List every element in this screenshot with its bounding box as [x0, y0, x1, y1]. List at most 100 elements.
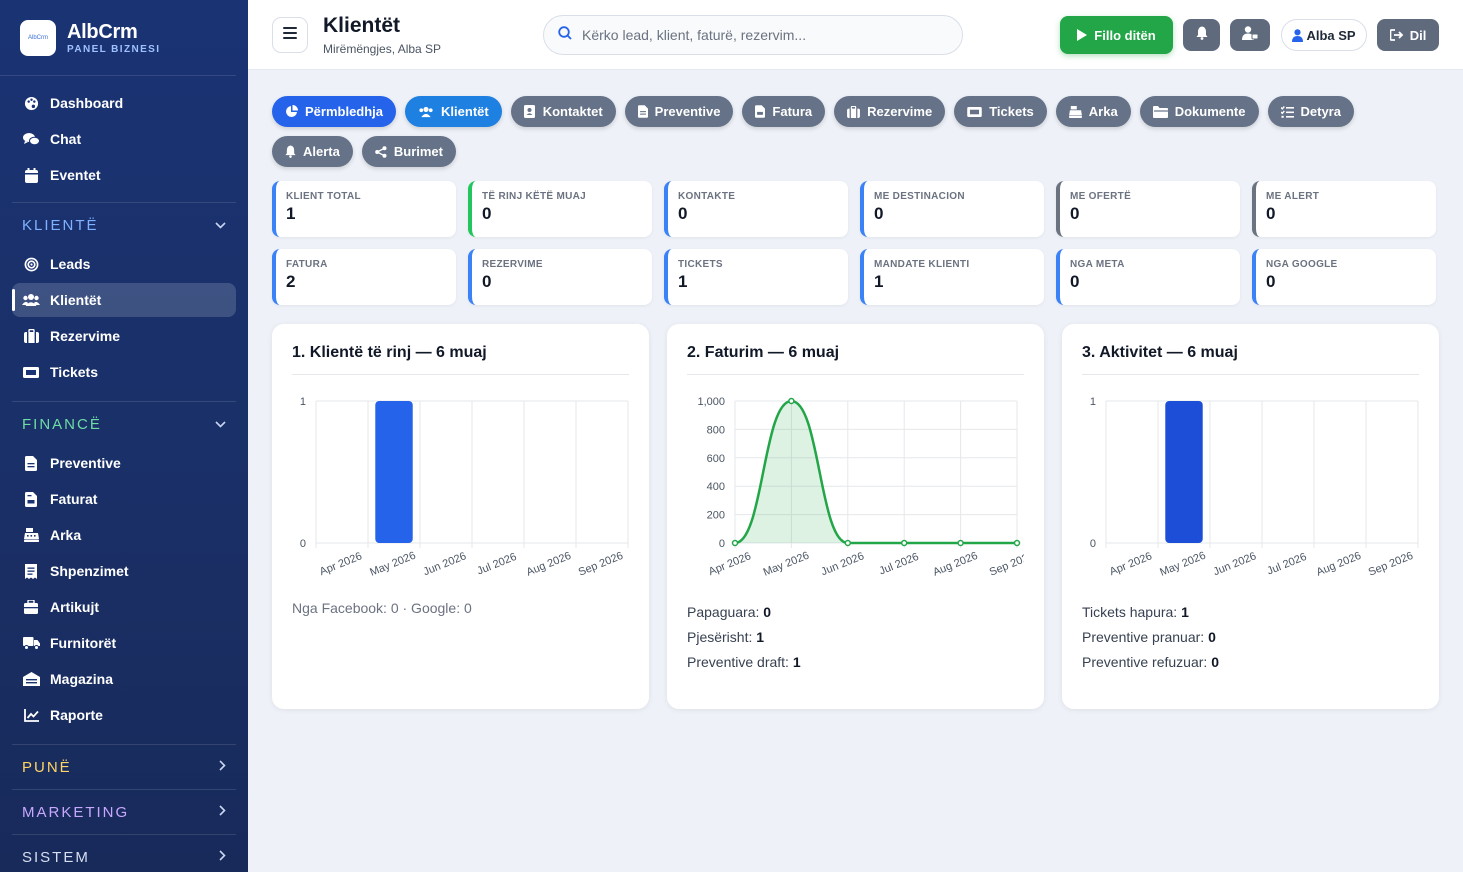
billing-chart: 0 200 400 600 800 1,000 Apr 2026 May 2026 Jun 20…: [697, 396, 1024, 579]
section-header-pune[interactable]: PUNË: [12, 745, 236, 789]
sidebar-item-tickets[interactable]: Tickets: [12, 355, 236, 389]
sidebar-item-dashboard[interactable]: Dashboard: [12, 86, 236, 120]
tab-detyra[interactable]: Detyra: [1267, 96, 1354, 127]
tab-fatura[interactable]: Fatura: [742, 96, 826, 127]
data-point: [731, 539, 739, 547]
line-label: Papaguara:: [687, 604, 760, 620]
tab-klientet[interactable]: Klientët: [405, 96, 502, 127]
share-icon: [375, 145, 387, 158]
search-box[interactable]: [543, 15, 963, 55]
logout-label: Dil: [1409, 27, 1427, 43]
x-tick-label: Sep 2026: [577, 550, 625, 579]
stat-line-preventive-draft: Preventive draft: 1: [687, 650, 1024, 675]
stat-label: MANDATE KLIENTI: [874, 259, 970, 270]
sidebar-item-furnitoret[interactable]: Furnitorët: [12, 626, 236, 660]
stat-line-tickets-hapura: Tickets hapura: 1: [1082, 600, 1419, 625]
stat-value: 2: [286, 272, 296, 291]
stat-value: 0: [482, 204, 492, 223]
sidebar-item-klientet[interactable]: Klientët: [12, 283, 236, 317]
sidebar-item-chat[interactable]: Chat: [12, 122, 236, 156]
contacts-button[interactable]: [1230, 19, 1270, 51]
sidebar-item-preventive[interactable]: Preventive: [12, 446, 236, 480]
stat-value: 1: [286, 204, 296, 223]
suitcase-icon: [22, 327, 40, 345]
stat-value: 0: [1070, 204, 1080, 223]
stat-card-mandate-klienti: MANDATE KLIENTI 1: [860, 249, 1044, 305]
panel-title: 3. Aktivitet — 6 muaj: [1082, 344, 1419, 375]
tab-kontaktet[interactable]: Kontaktet: [510, 96, 616, 127]
users-icon: [418, 106, 434, 118]
stat-card-me-destinacion: ME DESTINACION 0: [860, 181, 1044, 237]
panel-title: 1. Klientë të rinj — 6 muaj: [292, 344, 629, 375]
sidebar: AlbCrm AlbCrm PANEL BIZNESI Dashboard Ch…: [0, 0, 248, 872]
stat-card-nga-meta: NGA META 0: [1056, 249, 1240, 305]
sidebar-item-label: Faturat: [50, 491, 98, 507]
panel-billing: 2. Faturim — 6 muaj 0 200 400 600 800 1,000 Ap…: [667, 324, 1044, 709]
search-input[interactable]: [582, 27, 942, 43]
sidebar-item-shpenzimet[interactable]: Shpenzimet: [12, 554, 236, 588]
line-label: Preventive refuzuar:: [1082, 654, 1208, 670]
sidebar-item-magazina[interactable]: Magazina: [12, 662, 236, 696]
page-title: Klientët: [323, 14, 401, 37]
panel-note: Nga Facebook: 0 · Google: 0: [292, 600, 472, 616]
chart-pie-icon: [285, 105, 298, 118]
tab-alerta[interactable]: Alerta: [272, 136, 353, 167]
sidebar-item-eventet[interactable]: Eventet: [12, 158, 236, 192]
data-point: [957, 539, 964, 547]
sidebar-item-leads[interactable]: Leads: [12, 247, 236, 281]
sidebar-item-artikujt[interactable]: Artikujt: [12, 590, 236, 624]
panel-lines: Papaguara: 0 Pjesërisht: 1 Preventive dr…: [687, 600, 1024, 675]
brand[interactable]: AlbCrm AlbCrm PANEL BIZNESI: [0, 0, 236, 76]
start-day-button[interactable]: Fillo ditën: [1060, 16, 1173, 54]
nav-section-pune: PUNË: [0, 745, 248, 789]
line-value: 0: [763, 604, 772, 620]
stat-label: ME OFERTË: [1070, 191, 1132, 202]
stat-label: ME DESTINACION: [874, 191, 965, 202]
line-label: Pjesërisht:: [687, 629, 753, 645]
bar: [375, 401, 413, 543]
nav-section-marketing: MARKETING: [0, 790, 248, 834]
stat-card-me-alert: ME ALERT 0: [1252, 181, 1436, 237]
sidebar-item-raporte[interactable]: Raporte: [12, 698, 236, 732]
sidebar-item-label: Shpenzimet: [50, 563, 129, 579]
tab-label: Rezervime: [867, 104, 933, 119]
stat-card-te-rinj: TË RINJ KËTË MUAJ 0: [468, 181, 652, 237]
tab-tickets[interactable]: Tickets: [954, 96, 1047, 127]
tab-permbledhja[interactable]: Përmbledhja: [272, 96, 397, 127]
user-menu-button[interactable]: Alba SP: [1281, 19, 1367, 51]
x-tick-label: May 2026: [762, 550, 811, 579]
document-icon: [22, 454, 40, 472]
sidebar-item-faturat[interactable]: Faturat: [12, 482, 236, 516]
stat-label: TICKETS: [678, 259, 723, 270]
sidebar-item-label: Arka: [50, 527, 82, 543]
menu-toggle-button[interactable]: [272, 17, 308, 53]
section-header-finance[interactable]: FINANCË: [12, 402, 236, 446]
sidebar-item-label: Magazina: [50, 671, 114, 687]
section-header-marketing[interactable]: MARKETING: [12, 790, 236, 834]
stat-line-papaguara: Papaguara: 0: [687, 600, 1024, 625]
user-name: Alba SP: [1306, 27, 1356, 43]
notifications-button[interactable]: [1183, 19, 1220, 51]
users-icon: [22, 291, 40, 309]
x-tick-label: Jun 2026: [422, 550, 468, 578]
tab-arka[interactable]: Arka: [1055, 96, 1131, 127]
stat-card-klient-total: KLIENT TOTAL 1: [272, 181, 456, 237]
section-title: MARKETING: [22, 803, 130, 821]
section-header-sistem[interactable]: SISTEM: [12, 835, 236, 872]
area-fill: [735, 401, 1017, 543]
logout-button[interactable]: Dil: [1377, 19, 1439, 51]
tab-rezervime[interactable]: Rezervime: [834, 96, 946, 127]
sidebar-item-rezervime[interactable]: Rezervime: [12, 319, 236, 353]
nav-section-klientet: KLIENTË Leads Klientët Rezervime Tickets: [0, 203, 248, 401]
sidebar-item-arka[interactable]: Arka: [12, 518, 236, 552]
x-tick-label: Aug 2026: [525, 550, 573, 579]
section-header-klientet[interactable]: KLIENTË: [12, 203, 236, 247]
tab-burimet[interactable]: Burimet: [361, 136, 456, 167]
stat-card-me-oferte: ME OFERTË 0: [1056, 181, 1240, 237]
activity-chart: 0 1 Apr 2026 May 2026 Jun 2026 Jul 2026 Aug 20…: [1090, 396, 1419, 579]
tab-dokumente[interactable]: Dokumente: [1139, 96, 1259, 127]
sidebar-item-label: Rezervime: [50, 328, 121, 344]
tab-preventive[interactable]: Preventive: [624, 96, 734, 127]
chevron-right-icon: [219, 805, 226, 819]
y-tick-label: 400: [707, 481, 725, 493]
